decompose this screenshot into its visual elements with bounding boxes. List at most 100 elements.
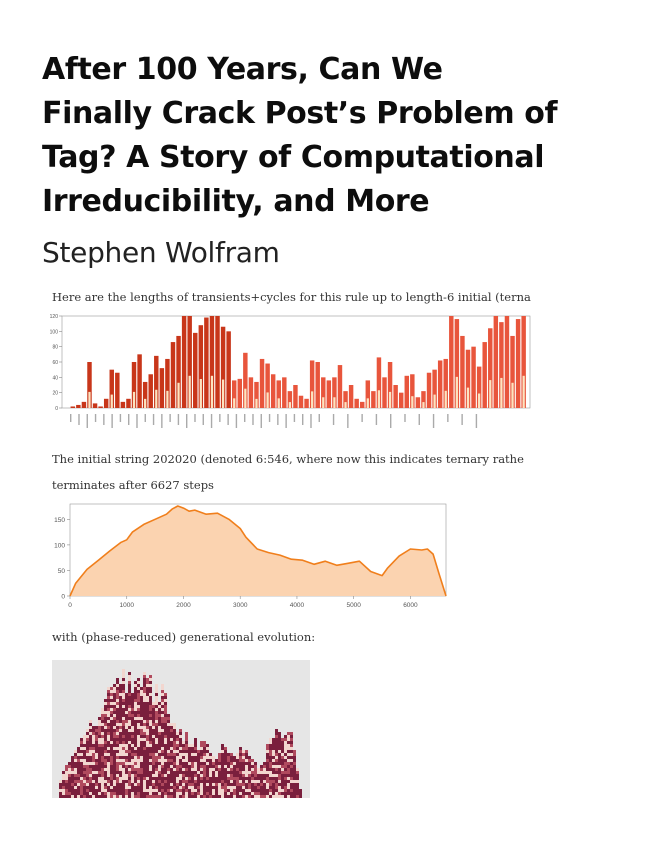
evolution-cell (287, 774, 290, 777)
evolution-cell (101, 714, 104, 717)
evolution-cell (182, 747, 185, 750)
evolution-cell (143, 750, 146, 753)
evolution-cell (122, 738, 125, 741)
evolution-cell (257, 771, 260, 774)
evolution-cell (146, 738, 149, 741)
evolution-cell (122, 750, 125, 753)
evolution-cell (260, 783, 263, 786)
evolution-cell (266, 747, 269, 750)
evolution-cell (287, 765, 290, 768)
evolution-cell (239, 771, 242, 774)
evolution-cell (266, 780, 269, 783)
evolution-cell (113, 687, 116, 690)
evolution-cell (272, 756, 275, 759)
bar (443, 358, 448, 408)
evolution-cell (116, 699, 119, 702)
evolution-cell (176, 732, 179, 735)
evolution-cell (107, 789, 110, 792)
evolution-cell (110, 750, 113, 753)
evolution-cell (221, 756, 224, 759)
evolution-cell (137, 726, 140, 729)
evolution-cell (116, 735, 119, 738)
evolution-cell (266, 774, 269, 777)
evolution-cell (101, 717, 104, 720)
evolution-cell (182, 768, 185, 771)
title-line: Finally Crack Post’s Problem of (42, 96, 558, 131)
bar (198, 325, 204, 408)
evolution-cell (65, 789, 68, 792)
evolution-cell (158, 723, 161, 726)
evolution-cell (65, 774, 68, 777)
evolution-cell (83, 768, 86, 771)
evolution-cell (170, 789, 173, 792)
evolution-cell (122, 684, 125, 687)
evolution-cell (140, 768, 143, 771)
evolution-cell (116, 753, 119, 756)
evolution-cell (257, 774, 260, 777)
evolution-cell (290, 789, 293, 792)
evolution-cell (65, 768, 68, 771)
evolution-cell (116, 792, 119, 795)
evolution-cell (233, 756, 236, 759)
evolution-cell (113, 690, 116, 693)
bar-inner (199, 379, 202, 408)
evolution-cell (104, 756, 107, 759)
evolution-cell (149, 744, 152, 747)
evolution-cell (116, 783, 119, 786)
evolution-cell (272, 795, 275, 798)
evolution-cell (155, 717, 158, 720)
evolution-cell (287, 750, 290, 753)
evolution-cell (182, 777, 185, 780)
evolution-cell (122, 747, 125, 750)
x-tick-label (475, 414, 478, 428)
bar-inner (88, 391, 91, 408)
evolution-cell (176, 741, 179, 744)
evolution-cell (98, 759, 101, 762)
evolution-cell (179, 762, 182, 765)
evolution-cell (146, 717, 149, 720)
evolution-cell (242, 780, 245, 783)
evolution-cell (149, 738, 152, 741)
evolution-cell (269, 792, 272, 795)
evolution-cell (134, 747, 137, 750)
evolution-cell (275, 795, 278, 798)
evolution-cell (80, 744, 83, 747)
evolution-cell (113, 705, 116, 708)
evolution-cell (272, 750, 275, 753)
evolution-cell (146, 720, 149, 723)
evolution-cell (98, 795, 101, 798)
evolution-cell (260, 795, 263, 798)
evolution-cell (200, 765, 203, 768)
evolution-cell (128, 732, 131, 735)
evolution-cell (236, 795, 239, 798)
evolution-cell (257, 780, 260, 783)
evolution-cell (119, 771, 122, 774)
evolution-cell (158, 792, 161, 795)
evolution-cell (179, 777, 182, 780)
evolution-cell (89, 771, 92, 774)
evolution-cell (107, 744, 110, 747)
evolution-cell (179, 789, 182, 792)
evolution-cell (287, 789, 290, 792)
evolution-cell (68, 771, 71, 774)
evolution-cell (173, 732, 176, 735)
evolution-cell (107, 777, 110, 780)
evolution-cell (179, 786, 182, 789)
evolution-cell (125, 771, 128, 774)
evolution-cell (173, 765, 176, 768)
evolution-cell (149, 675, 152, 678)
evolution-cell (209, 786, 212, 789)
evolution-cell (161, 792, 164, 795)
evolution-cell (134, 738, 137, 741)
evolution-cell (116, 714, 119, 717)
evolution-cell (227, 753, 230, 756)
x-tick-label (152, 414, 155, 425)
evolution-cell (164, 741, 167, 744)
evolution-cell (89, 765, 92, 768)
evolution-cell (257, 792, 260, 795)
evolution-cell (107, 708, 110, 711)
generational-evolution-plot (52, 660, 310, 798)
evolution-cell (167, 792, 170, 795)
y-tick-label: 20 (52, 391, 58, 397)
evolution-cell (77, 777, 80, 780)
